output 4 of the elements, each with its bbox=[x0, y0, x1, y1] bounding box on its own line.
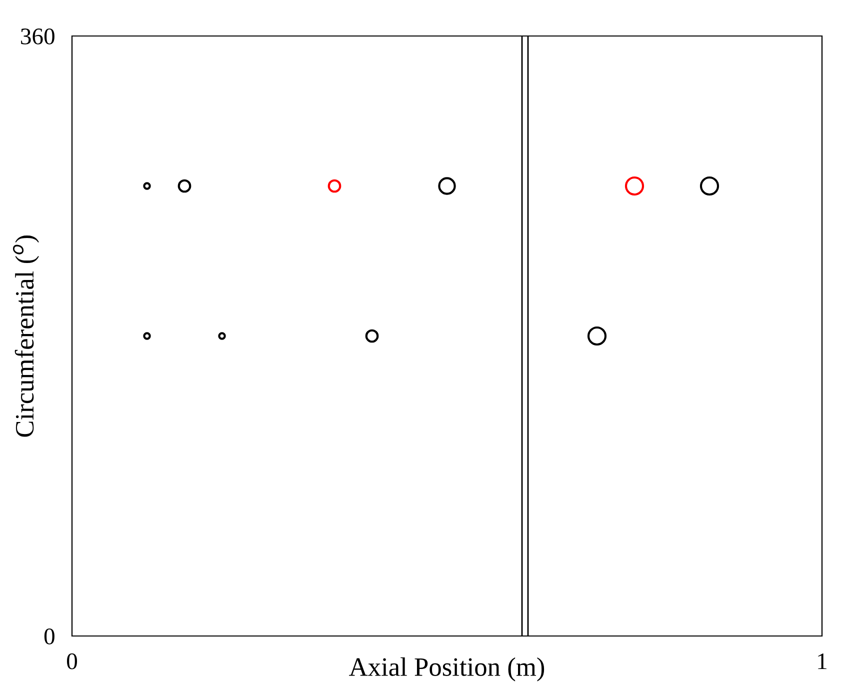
x-tick-label: 1 bbox=[818, 653, 826, 670]
x-axis-title: Axial Position (m) bbox=[349, 657, 544, 682]
y-tick-label: 360 bbox=[21, 28, 54, 44]
y-axis-title: Circumferential ($^{o}$) bbox=[12, 236, 40, 437]
